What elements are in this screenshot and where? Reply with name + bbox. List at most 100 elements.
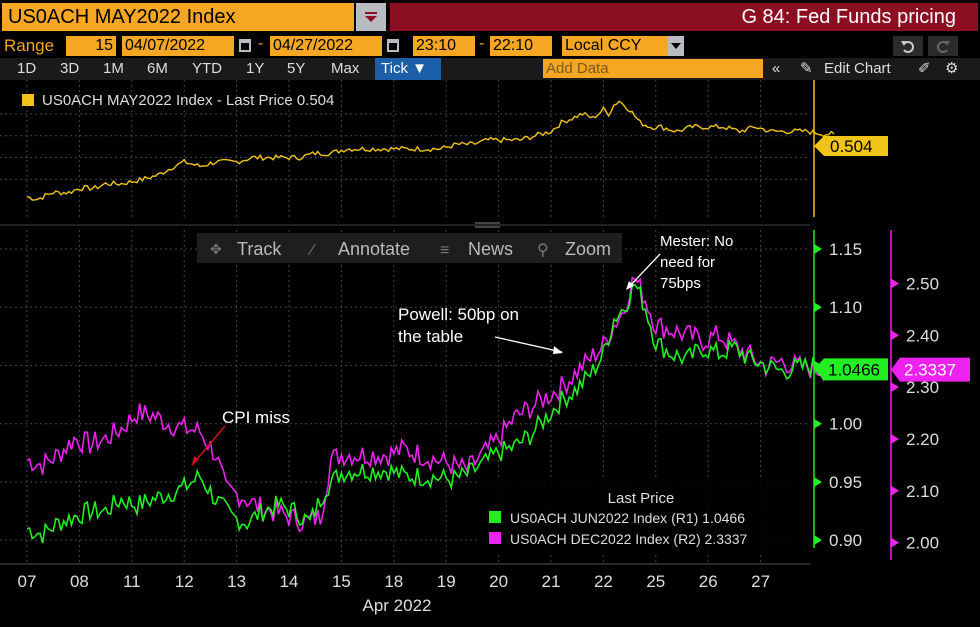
series-line-jun2022 [26,283,835,544]
track-button[interactable]: Track [237,239,282,259]
timeframe-max[interactable]: Max [331,60,360,77]
chart-area: US0ACH MAY2022 Index - Last Price 0.504 … [0,80,970,615]
r2-tick-label: 2.30 [906,378,939,397]
r1-tick-mark [814,476,822,487]
ticker-field[interactable]: US0ACH MAY2022 Index [2,3,354,31]
series-line-dec2022 [26,276,835,533]
r1-tick-label: 0.95 [829,473,862,492]
range-bar: Range 15 04/07/2022 - 04/27/2022 23:10 -… [0,34,980,58]
top-last-price-label: 0.504 [830,137,873,156]
r2-tick-labels: 2.00 2.10 2.20 2.30 2.40 2.50 [891,274,939,553]
arrowhead-icon [626,281,634,290]
r1-tick-label: 0.90 [829,531,862,550]
top-legend-text: US0ACH MAY2022 Index - Last Price 0.504 [42,92,334,109]
range-count-field[interactable]: 15 [66,36,116,56]
timeframe-ytd[interactable]: YTD [192,60,222,77]
add-data-input[interactable]: Add Data [543,59,763,78]
timeframe-1m[interactable]: 1M [103,60,124,77]
annotate-button[interactable]: Annotate [338,239,410,259]
legend-swatch-jun [489,511,501,523]
legend-jun-label: US0ACH JUN2022 Index (R1) 1.0466 [510,510,745,526]
calendar-icon[interactable] [387,39,399,52]
timeframe-6m[interactable]: 6M [147,60,168,77]
x-tick-label: 21 [542,572,561,591]
undo-icon [901,41,914,53]
zoom-icon: ⚲ [537,242,549,259]
timeframe-1d[interactable]: 1D [17,60,37,77]
x-tick-label: 25 [646,572,665,591]
r1-tick-mark [814,243,822,254]
undo-button[interactable] [893,36,923,56]
r1-tick-mark [814,418,822,429]
r1-last-price-tag: 1.0466 [814,358,888,381]
news-button[interactable]: News [468,239,513,259]
redo-button[interactable] [928,36,958,56]
r1-last-price-label: 1.0466 [828,360,880,379]
legend-title: Last Price [608,490,675,507]
news-icon: ≡ [440,242,449,259]
end-date-field[interactable]: 04/27/2022 [270,36,382,56]
x-tick-label: 26 [699,572,718,591]
start-time-field[interactable]: 23:10 [413,36,475,56]
chart-toolbar: 1D 3D 1M 6M YTD 1Y 5Y Max Tick ▼ Add Dat… [0,58,980,80]
range-separator: - [258,35,264,52]
x-tick-label: 20 [489,572,508,591]
r1-tick-mark [814,535,822,546]
legend-swatch-may [22,94,34,106]
track-icon: ✥ [210,241,222,257]
r2-tick-label: 2.20 [906,430,939,449]
x-tick-label: 08 [70,572,89,591]
annotation-cpi-miss[interactable]: CPI miss [191,408,290,466]
timeframe-1y[interactable]: 1Y [246,60,265,77]
timeframe-3d[interactable]: 3D [60,60,80,77]
main-legend: Last Price US0ACH JUN2022 Index (R1) 1.0… [480,480,810,555]
r2-tick-label: 2.10 [906,482,939,501]
r1-tick-mark [814,302,822,313]
edit-icon[interactable]: ✐ [918,60,931,77]
redo-icon [937,41,950,53]
top-last-price-tag: 0.504 [814,136,888,156]
x-tick-label: 07 [18,572,37,591]
x-tick-label: 19 [437,572,456,591]
annotation-mester[interactable]: Mester: No need for 75bps [626,233,738,292]
r2-tick-mark [891,433,899,444]
settings-icon[interactable]: ⚙ [945,60,959,77]
dropdown-icon [365,12,377,22]
x-tick-label: 27 [751,572,770,591]
title-bar: US0ACH MAY2022 Index G 84: Fed Funds pri… [0,0,980,34]
x-tick-labels: 07 08 11 12 13 14 15 18 19 20 21 22 25 26 27 [18,572,771,591]
x-tick-label: 15 [332,572,351,591]
r2-tick-mark [891,485,899,496]
tick-dropdown-button[interactable]: Tick ▼ [375,58,441,80]
currency-select[interactable]: Local CCY [562,36,668,56]
annotation-arrow [191,425,226,466]
zoom-button[interactable]: Zoom [565,239,611,259]
x-axis-label: Apr 2022 [363,596,432,615]
range-label: Range [4,36,55,55]
arrowhead-icon [553,346,563,354]
annotation-text: Mester: No need for 75bps [660,233,738,292]
r1-tick-label: 1.00 [829,415,862,434]
start-date-field[interactable]: 04/07/2022 [122,36,234,56]
r2-tick-mark [891,537,899,548]
r2-tick-mark [891,330,899,341]
annotation-powell[interactable]: Powell: 50bp on the table [398,305,563,354]
x-tick-label: 22 [594,572,613,591]
r2-last-price-label: 2.3337 [904,361,956,380]
currency-dropdown-button[interactable] [668,36,684,56]
r2-tick-mark [891,382,899,393]
calendar-icon[interactable] [239,39,251,52]
annotation-arrow [627,253,661,289]
end-time-field[interactable]: 22:10 [490,36,552,56]
time-separator: - [479,35,485,52]
pencil-icon: ✎ [800,60,813,77]
r2-tick-label: 2.40 [906,326,939,345]
x-tick-label: 11 [123,572,141,591]
edit-chart-button[interactable]: Edit Chart [824,60,891,77]
r2-tick-label: 2.00 [906,534,939,553]
timeframe-5y[interactable]: 5Y [287,60,306,77]
chart-tools-bar [197,233,622,263]
annotation-arrow [494,336,563,353]
ticker-dropdown-button[interactable] [356,3,386,31]
collapse-icon[interactable]: « [772,60,781,77]
